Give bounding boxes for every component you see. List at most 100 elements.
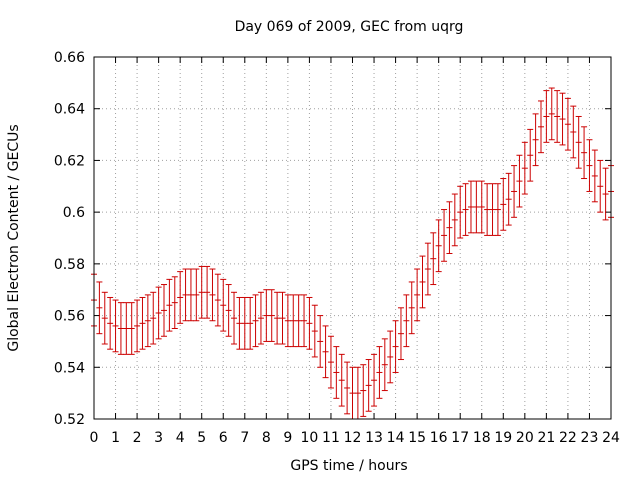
error-bar [198,265,205,319]
x-tick-label: 11 [322,430,340,446]
error-bar [279,291,286,345]
error-bar [478,180,485,234]
y-tick-label: 0.52 [54,412,85,428]
error-bar [430,232,437,286]
error-bar [107,296,114,350]
error-bar [295,294,302,348]
error-bar [177,271,184,324]
error-bar [473,180,480,234]
error-bar [257,291,264,345]
x-tick-label: 5 [197,430,206,446]
x-tick-label: 6 [219,430,228,446]
error-bar [96,281,103,335]
error-bar [414,268,421,322]
error-bar [231,291,238,345]
error-bar [484,183,491,236]
error-bar [457,185,464,239]
error-bar [489,183,496,236]
x-tick-label: 22 [559,430,577,446]
error-bar [220,278,227,332]
error-bar [435,219,442,273]
error-bar [290,294,297,348]
error-bar [344,361,351,415]
error-bar [354,366,361,420]
x-tick-label: 15 [408,430,426,446]
error-bar [171,276,178,329]
error-bar [419,255,426,309]
x-tick-label: 1 [111,430,120,446]
x-tick-label: 10 [301,430,319,446]
grid-lines [94,57,611,419]
error-bar [511,165,518,218]
y-axis-label: Global Electron Content / GECUs [6,124,22,351]
error-bar [241,296,248,350]
error-bar [112,299,119,353]
y-tick-label: 0.66 [54,50,85,66]
error-bar [274,291,281,345]
y-tick-label: 0.6 [63,205,85,221]
error-bar [516,154,523,208]
error-bar [371,353,378,407]
error-bar [521,141,528,195]
error-bar [209,268,216,322]
error-bar [252,294,259,348]
error-bar [591,149,598,203]
x-tick-label: 2 [133,430,142,446]
y-tick-label: 0.62 [54,153,85,169]
error-bar [236,296,243,350]
error-bar [155,286,162,340]
error-bar [397,307,404,361]
x-tick-label: 16 [430,430,448,446]
x-tick-label: 17 [451,430,469,446]
error-bar [182,268,189,322]
error-bar [327,335,334,389]
error-bar [537,100,544,154]
error-bar [150,291,157,345]
error-bar [570,105,577,159]
error-bar [597,159,604,213]
error-bar [311,304,318,358]
x-tick-label: 8 [262,430,271,446]
error-bar [462,183,469,236]
error-bar [268,289,275,342]
error-bar [365,359,372,412]
error-bar [554,90,561,143]
error-bar [446,201,453,255]
error-bar [322,325,329,379]
x-tick-label: 23 [581,430,599,446]
x-tick-label: 14 [387,430,405,446]
error-bar [161,284,168,337]
error-bar [247,296,254,350]
error-bar [559,92,566,146]
error-bar [360,364,367,417]
error-bar [575,115,582,169]
x-tick-label: 9 [283,430,292,446]
error-bar [564,97,571,151]
x-tick-label: 12 [344,430,362,446]
x-tick-label: 18 [473,430,491,446]
error-bar [204,265,211,319]
error-bar [128,302,135,355]
y-tick-label: 0.64 [54,102,85,118]
error-bar [381,338,388,392]
y-tick-label: 0.56 [54,309,85,325]
error-bar [581,126,588,180]
error-bar [527,128,534,182]
error-bar [284,294,291,348]
error-bar [505,172,512,226]
error-bar [602,167,609,221]
error-bar [408,281,415,335]
error-bar [144,294,151,348]
error-bar [494,183,501,236]
x-axis-label: GPS time / hours [290,458,407,474]
x-tick-label: 7 [240,430,249,446]
x-tick-label: 24 [602,430,620,446]
x-tick-label: 21 [537,430,555,446]
error-bar [376,346,383,399]
error-bar [166,278,173,332]
error-bar [403,294,410,348]
error-bar [134,299,141,353]
x-tick-label: 20 [516,430,534,446]
error-bar [392,320,399,373]
